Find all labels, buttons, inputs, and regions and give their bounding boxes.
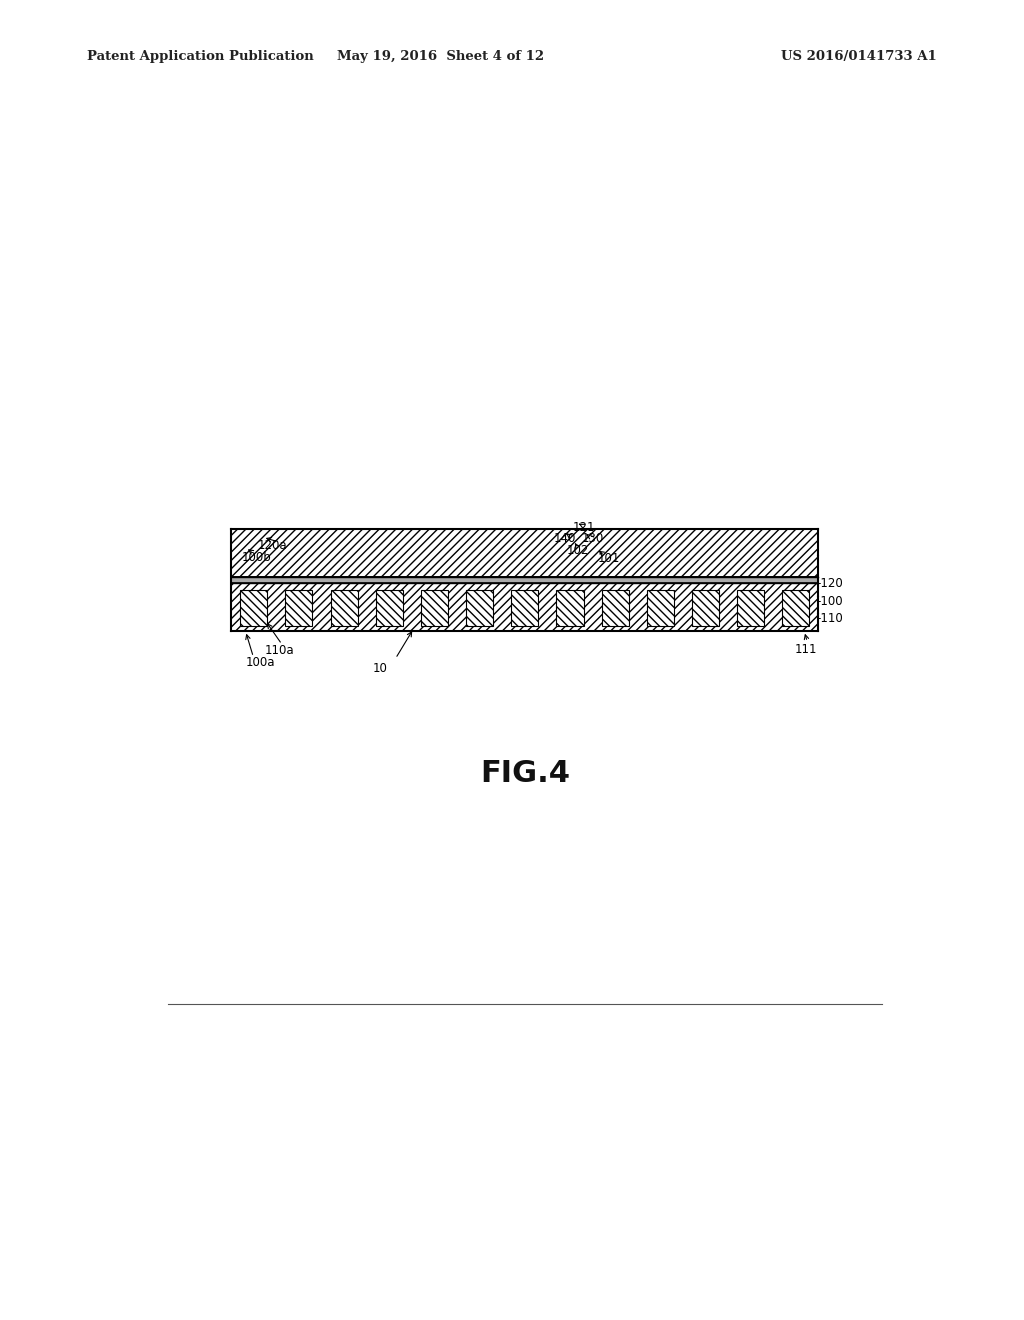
Bar — [241, 590, 267, 626]
Text: -100: -100 — [817, 595, 844, 609]
Bar — [376, 590, 402, 626]
Bar — [466, 590, 494, 626]
Text: 121: 121 — [572, 521, 595, 535]
Text: 140: 140 — [554, 532, 577, 545]
Bar — [231, 577, 818, 583]
Bar — [421, 590, 449, 626]
Bar — [647, 590, 674, 626]
Bar — [331, 590, 357, 626]
Bar — [692, 590, 719, 626]
Text: Patent Application Publication: Patent Application Publication — [87, 50, 313, 63]
Bar — [737, 590, 764, 626]
Text: -120: -120 — [817, 577, 844, 590]
Bar — [601, 590, 629, 626]
Text: 120a: 120a — [257, 540, 287, 553]
Bar — [231, 583, 818, 631]
Text: US 2016/0141733 A1: US 2016/0141733 A1 — [781, 50, 937, 63]
Text: 10: 10 — [373, 661, 387, 675]
Text: 102: 102 — [567, 544, 589, 557]
Text: FIG.4: FIG.4 — [480, 759, 569, 788]
Text: May 19, 2016  Sheet 4 of 12: May 19, 2016 Sheet 4 of 12 — [337, 50, 544, 63]
Text: 100a: 100a — [246, 656, 275, 669]
Text: 130: 130 — [582, 532, 604, 545]
Bar — [286, 590, 312, 626]
Bar — [556, 590, 584, 626]
Bar — [511, 590, 539, 626]
Bar — [231, 529, 818, 577]
Text: 110a: 110a — [264, 644, 294, 657]
Text: 101: 101 — [598, 552, 621, 565]
Text: -110: -110 — [817, 612, 844, 626]
Text: 100b: 100b — [242, 550, 271, 564]
Text: 111: 111 — [795, 643, 817, 656]
Bar — [782, 590, 809, 626]
